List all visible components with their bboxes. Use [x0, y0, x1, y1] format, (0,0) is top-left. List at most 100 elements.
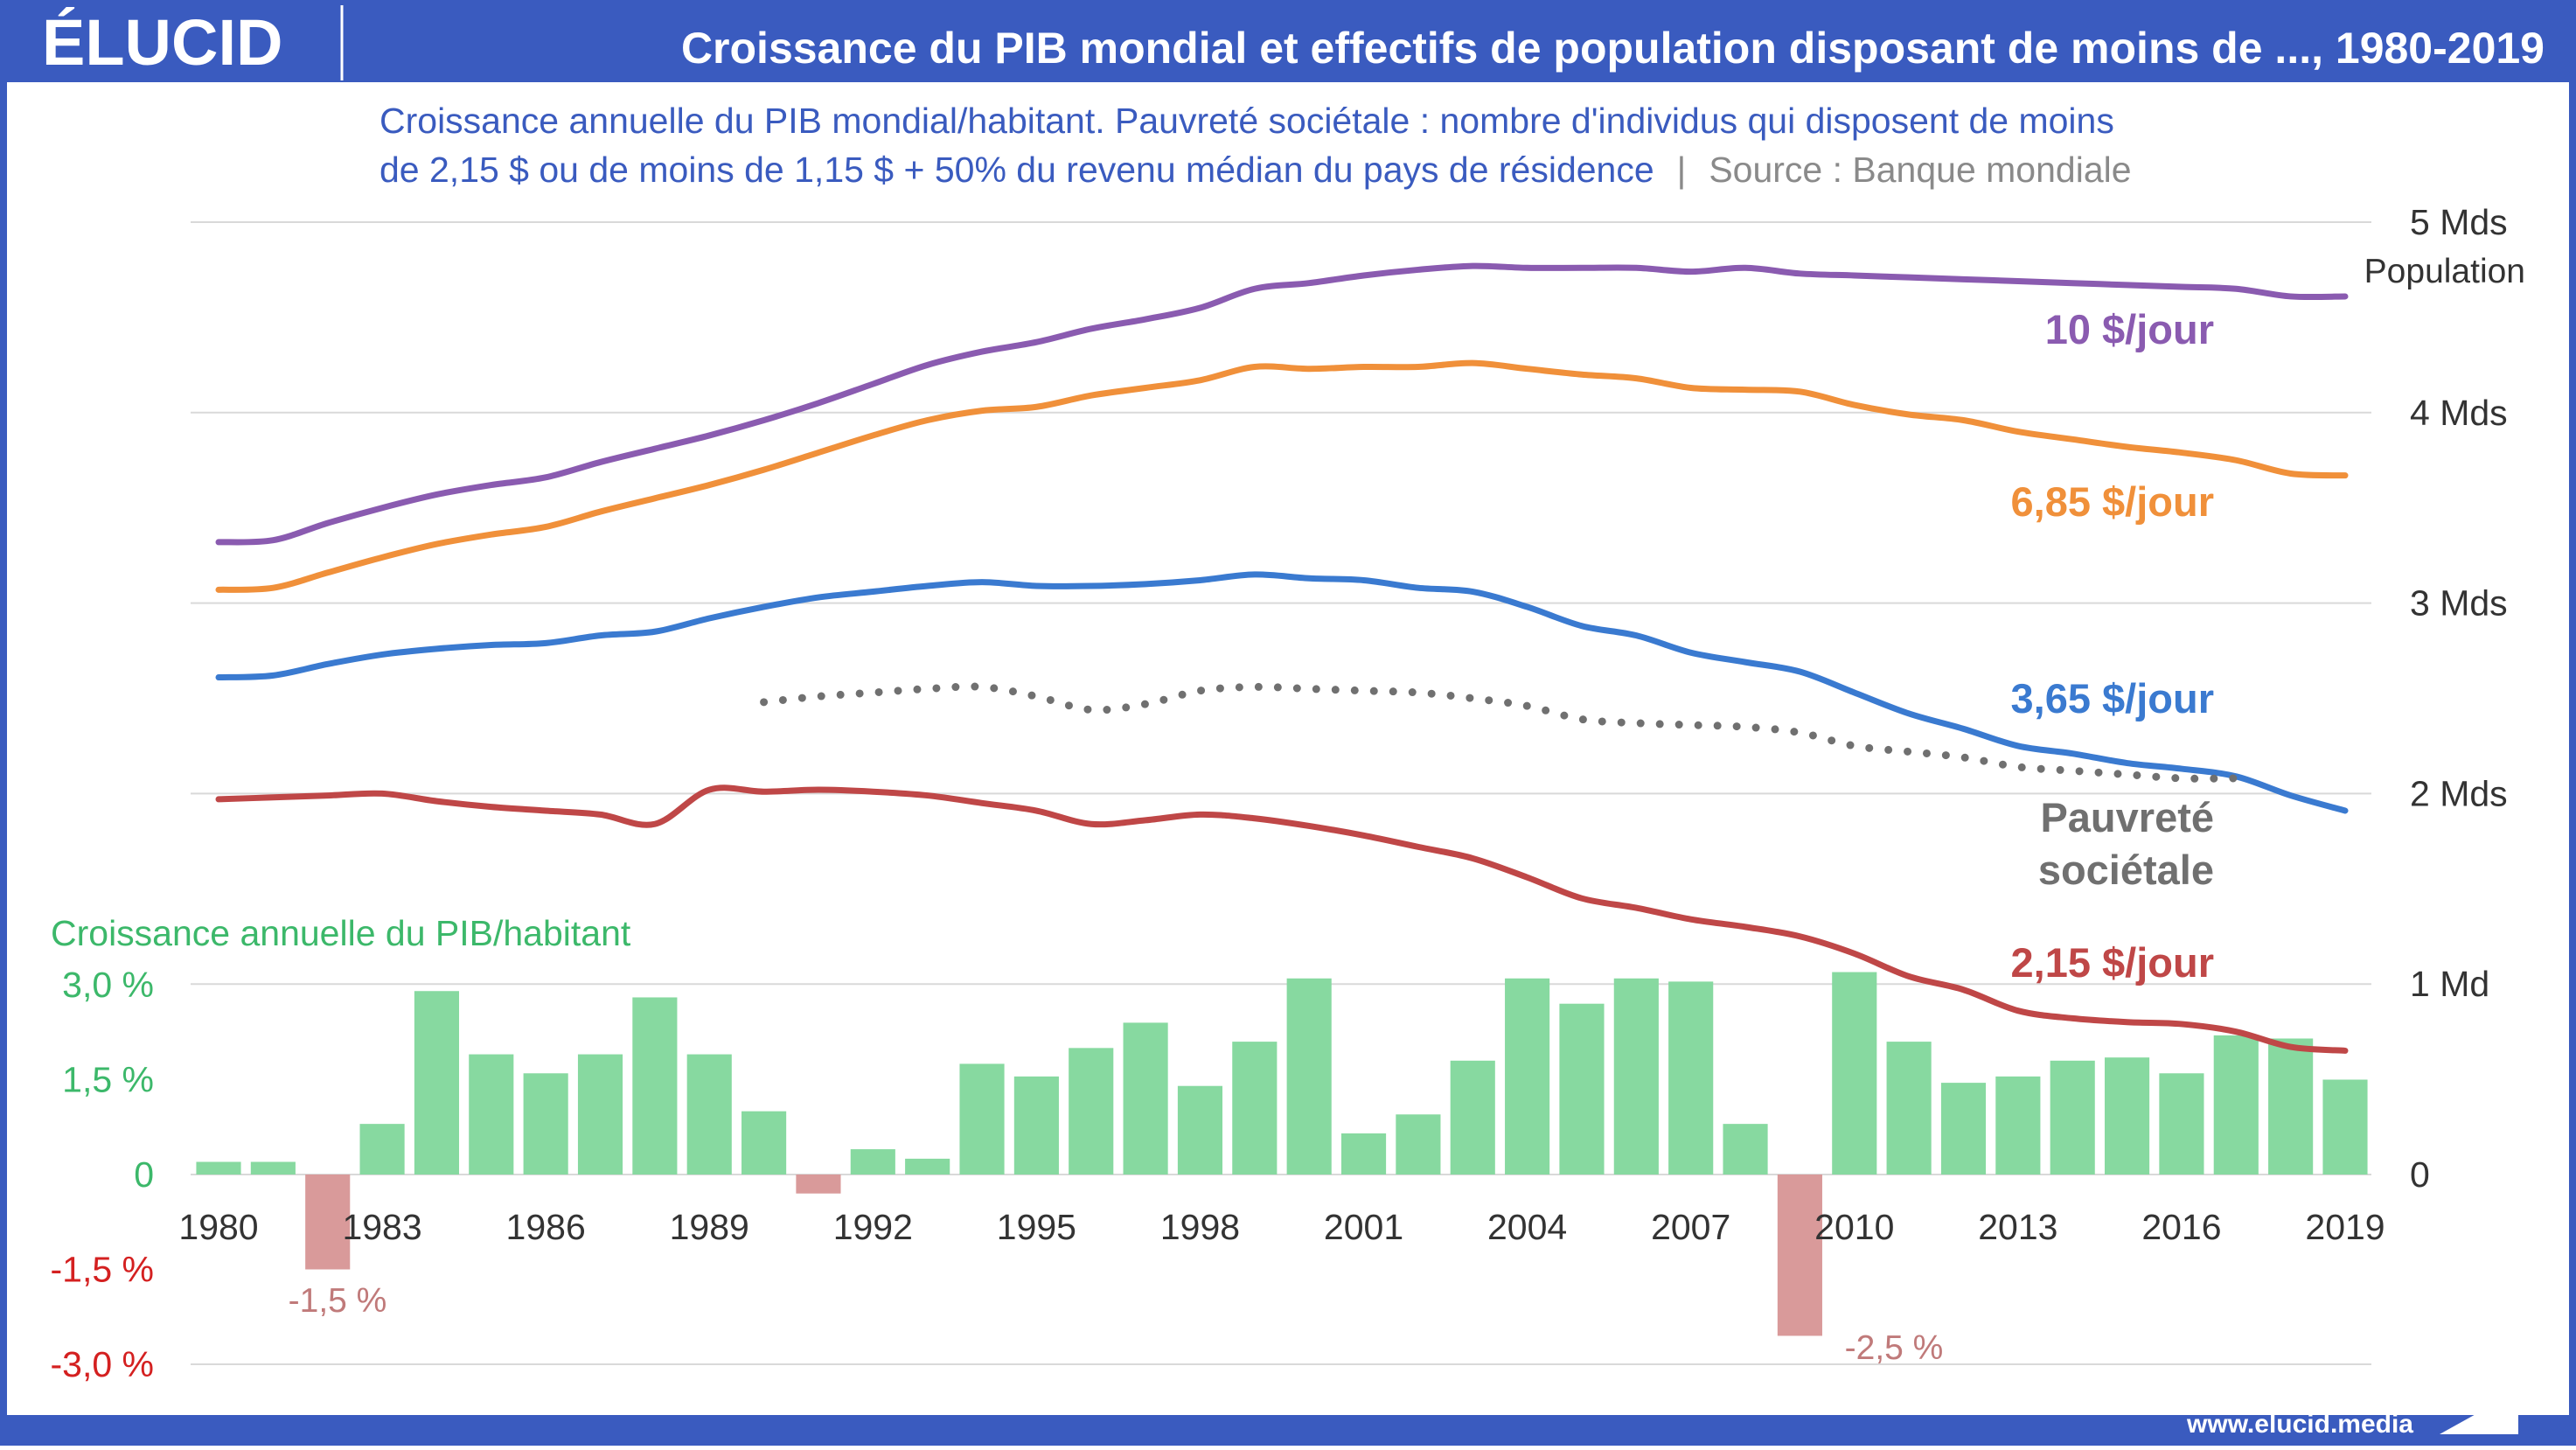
annotation-label: -1,5 % [289, 1282, 387, 1320]
right-tick-label: 1 Md [2410, 964, 2489, 1004]
annotations: -1,5 % -2,5 % [289, 1282, 1944, 1367]
gdp-bars [196, 972, 2368, 1336]
gdp-bar [741, 1111, 787, 1175]
series-label: 3,65 $/jour [2011, 675, 2215, 722]
series-label: Pauvreté [2040, 794, 2214, 840]
gdp-bar [796, 1175, 841, 1194]
x-tick-label: 1986 [506, 1207, 586, 1247]
gdp-bar [632, 997, 678, 1175]
gdp-bar [1123, 1022, 1168, 1175]
gdp-bar [2322, 1079, 2368, 1175]
series-label: sociétale [2038, 847, 2214, 893]
left-axis-title: Croissance annuelle du PIB/habitant [51, 913, 631, 953]
gdp-bar [2213, 1035, 2259, 1175]
x-tick-label: 2016 [2141, 1207, 2221, 1247]
gdp-bar [686, 1054, 732, 1175]
gdp-bar [850, 1149, 895, 1175]
right-tick-label: 4 Mds [2410, 393, 2508, 433]
chart-area [7, 82, 2569, 1415]
gdp-bar [414, 991, 460, 1175]
gdp-bar [1286, 978, 1332, 1175]
x-tick-label: 1995 [997, 1207, 1076, 1247]
brand-mark-icon [2440, 1391, 2518, 1434]
right-tick-label: 5 Mds [2410, 202, 2508, 242]
series-line [215, 571, 2349, 814]
gdp-bar [1777, 1175, 1822, 1336]
gdp-bar [1177, 1085, 1223, 1175]
right-axis-title: Population [2364, 253, 2525, 290]
left-tick-label: 3,0 % [62, 965, 154, 1005]
gdp-bar [523, 1073, 568, 1175]
x-tick-label: 2019 [2305, 1207, 2385, 1247]
chart-title: Croissance du PIB mondial et effectifs d… [681, 24, 2545, 73]
left-axis: Croissance annuelle du PIB/habitant 3,0 %… [51, 913, 631, 1384]
header-bar: ÉLUCID Croissance du PIB mondial et effe… [42, 5, 2545, 80]
gdp-bar [1886, 1042, 1932, 1175]
gdp-bar [359, 1124, 405, 1175]
gdp-bar [905, 1158, 950, 1175]
series-line [760, 682, 2240, 783]
x-tick-label: 2007 [1651, 1207, 1730, 1247]
x-tick-label: 2013 [1978, 1207, 2057, 1247]
gdp-bar [305, 1175, 351, 1270]
x-axis: 1980 1983 1986 1989 1992 1995 1998 2001 2004 2007… [178, 1207, 2385, 1247]
gdp-bar [2268, 1038, 2314, 1175]
population-lines [215, 262, 2349, 1054]
gdp-bar [250, 1161, 296, 1175]
gdp-bar [1613, 978, 1659, 1175]
gdp-bar [2050, 1060, 2095, 1175]
gdp-bar [2104, 1057, 2150, 1175]
annotation-label: -2,5 % [1845, 1329, 1944, 1367]
x-tick-label: 1983 [342, 1207, 421, 1247]
subtitle-line-2: de 2,15 $ ou de moins de 1,15 $ + 50% du… [379, 150, 2132, 190]
source-text: Source : Banque mondiale [1709, 150, 2131, 190]
subtitle-line-2-text: de 2,15 $ ou de moins de 1,15 $ + 50% du… [379, 150, 1654, 190]
left-tick-label: -3,0 % [51, 1344, 155, 1384]
gdp-bar [1832, 972, 1877, 1175]
gdp-bar [1396, 1114, 1441, 1175]
series-label: 6,85 $/jour [2011, 478, 2215, 525]
gdp-bar [1668, 981, 1714, 1175]
x-tick-label: 2004 [1487, 1207, 1567, 1247]
right-tick-label: 3 Mds [2410, 583, 2508, 624]
brand-logo: ÉLUCID [42, 6, 282, 79]
right-tick-label: 0 [2410, 1154, 2430, 1195]
x-tick-label: 1980 [178, 1207, 258, 1247]
gdp-bar [1723, 1124, 1768, 1175]
series-line [215, 784, 2349, 1054]
x-tick-label: 1992 [833, 1207, 913, 1247]
subtitle-line-1: Croissance annuelle du PIB mondial/habit… [379, 101, 2114, 141]
website-link[interactable]: www.elucid.media [2186, 1410, 2413, 1439]
gdp-bar [196, 1161, 241, 1175]
gdp-bar [1450, 1060, 1495, 1175]
gdp-bar [1013, 1076, 1059, 1175]
subtitle-separator: | [1677, 150, 1687, 190]
gdp-bar [1069, 1048, 1114, 1175]
x-tick-label: 2010 [1814, 1207, 1894, 1247]
gdp-bar [1232, 1042, 1278, 1175]
gdp-bar [1340, 1133, 1387, 1175]
x-tick-label: 2001 [1324, 1207, 1403, 1247]
series-line [215, 359, 2349, 593]
left-tick-label: -1,5 % [51, 1250, 155, 1290]
gdp-bar [1559, 1003, 1605, 1175]
left-tick-label: 0 [134, 1154, 154, 1195]
gdp-bar [2159, 1073, 2204, 1175]
series-line [215, 262, 2349, 546]
series-labels: 10 $/jour 6,85 $/jour 3,65 $/jour 2,15 $/jo… [2011, 306, 2215, 986]
gdp-bar [959, 1063, 1005, 1175]
right-axis: 5 Mds 4 Mds 3 Mds 2 Mds 1 Md 0 Population [2364, 202, 2525, 1195]
gdp-bar [1995, 1076, 2041, 1175]
right-tick-label: 2 Mds [2410, 773, 2508, 813]
series-label: 2,15 $/jour [2011, 939, 2215, 986]
gdp-bar [1940, 1083, 1987, 1175]
series-label: 10 $/jour [2045, 306, 2214, 352]
x-tick-label: 1998 [1160, 1207, 1240, 1247]
x-tick-label: 1989 [670, 1207, 749, 1247]
gdp-bar [1505, 978, 1550, 1175]
gdp-bar [469, 1054, 514, 1175]
gdp-bar [577, 1054, 623, 1175]
left-tick-label: 1,5 % [62, 1060, 154, 1100]
